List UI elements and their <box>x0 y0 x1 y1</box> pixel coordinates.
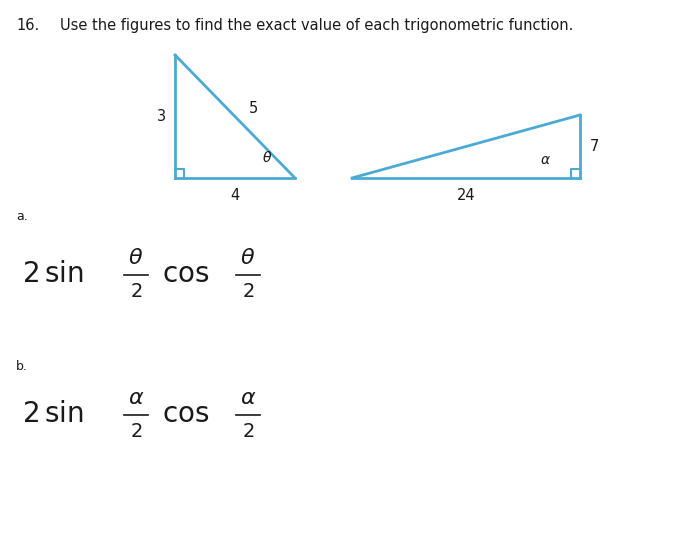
Text: 7: 7 <box>590 139 599 154</box>
Text: $\theta$: $\theta$ <box>129 248 144 268</box>
Text: 24: 24 <box>457 189 475 204</box>
Text: $\mathrm{cos}\,$: $\mathrm{cos}\,$ <box>162 401 209 429</box>
Text: b.: b. <box>16 360 28 373</box>
Text: 16.: 16. <box>16 18 39 33</box>
Text: $2\,\mathrm{sin}\,$: $2\,\mathrm{sin}\,$ <box>22 262 83 288</box>
Text: a.: a. <box>16 210 28 223</box>
Text: $\alpha$: $\alpha$ <box>539 153 550 167</box>
Text: $\alpha$: $\alpha$ <box>128 388 144 408</box>
Text: $\mathrm{cos}\,$: $\mathrm{cos}\,$ <box>162 262 209 288</box>
Text: $2$: $2$ <box>241 423 254 441</box>
Text: 3: 3 <box>156 109 166 124</box>
Text: $\theta$: $\theta$ <box>262 150 272 166</box>
Text: 5: 5 <box>248 101 257 116</box>
Text: $\theta$: $\theta$ <box>240 248 256 268</box>
Text: $2\,\mathrm{sin}\,$: $2\,\mathrm{sin}\,$ <box>22 401 83 429</box>
Text: 4: 4 <box>230 189 239 204</box>
Text: $2$: $2$ <box>130 423 142 441</box>
Text: $2$: $2$ <box>130 283 142 301</box>
Text: $\alpha$: $\alpha$ <box>240 388 256 408</box>
Text: $2$: $2$ <box>241 283 254 301</box>
Text: Use the figures to find the exact value of each trigonometric function.: Use the figures to find the exact value … <box>60 18 573 33</box>
